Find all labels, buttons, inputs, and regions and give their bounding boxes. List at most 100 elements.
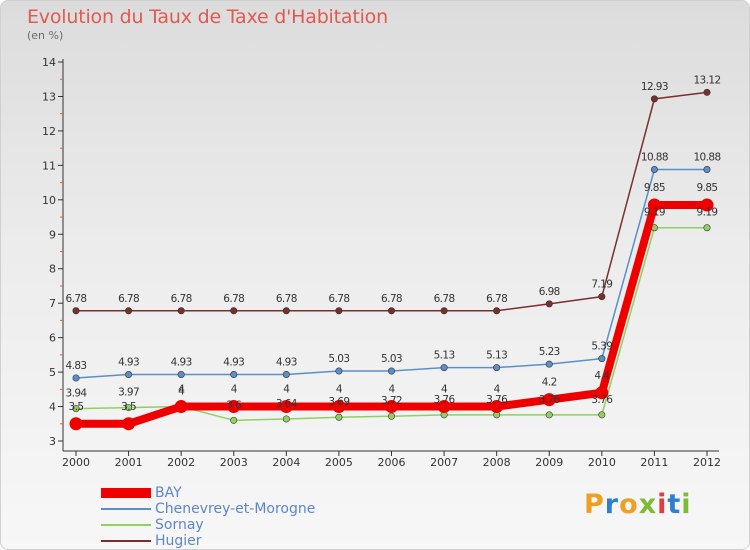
data-label: 3.97 [118,387,139,399]
x-tick-label: 2008 [483,456,511,469]
legend-swatch-bay [101,488,151,498]
data-point [177,307,185,315]
data-label: 4.83 [66,360,87,372]
logo-letter: r [604,489,620,520]
data-label: 12.93 [641,81,668,93]
data-point [387,307,395,315]
data-label: 3.6 [226,399,242,411]
logo-letter: t [667,489,682,520]
logo-letter: x [638,489,658,520]
data-label: 7.19 [591,279,612,291]
legend-label-hugier: Hugier [155,533,202,549]
data-label: 6.78 [486,293,507,305]
data-point [335,413,343,421]
data-point [493,307,501,315]
data-point [542,393,556,407]
data-point [230,307,238,315]
legend-label-bay: BAY [155,485,182,501]
proxiti-logo: Proxiti [584,489,692,520]
data-point [279,400,293,414]
data-point [703,88,711,96]
data-point [125,371,133,379]
data-point [72,374,80,382]
data-label: 6.78 [434,293,455,305]
data-label: 4.93 [171,357,192,369]
data-point [230,416,238,424]
data-label: 9.19 [644,207,665,219]
data-label: 6.78 [328,293,349,305]
data-label: 3.76 [539,394,561,406]
x-tick-label: 2012 [693,456,721,469]
data-point [440,307,448,315]
y-tick-label: 11 [42,159,56,172]
x-tick-label: 2004 [272,456,300,469]
data-label: 3.76 [486,394,508,406]
data-point [69,417,83,431]
data-label: 6.78 [223,293,244,305]
data-point [125,404,133,412]
legend-swatch-hugier [101,540,151,542]
data-label: 5.03 [381,353,402,365]
data-point [174,400,188,414]
legend-swatch-sornay [101,524,151,526]
data-label: 4 [283,384,290,396]
x-tick-label: 2003 [220,456,248,469]
data-point [335,367,343,375]
data-label: 9.85 [697,182,718,194]
data-point [385,400,398,414]
data-point [700,198,714,212]
data-point [177,371,185,379]
legend-label-sornay: Sornay [155,517,204,533]
data-label: 5.23 [539,346,560,358]
y-tick-label: 3 [49,435,56,448]
data-label: 4 [231,384,238,396]
data-point [545,300,553,308]
data-label: 6.78 [276,293,297,305]
data-point [598,293,606,301]
data-label: 3.69 [328,396,349,408]
data-label: 10.88 [693,151,720,163]
data-point [595,386,609,400]
data-point [282,415,290,423]
data-label: 6.78 [171,293,192,305]
data-point [282,371,290,379]
data-label: 4 [441,384,448,396]
data-label: 4 [178,384,185,396]
data-label: 5.13 [434,350,455,362]
x-tick-label: 2000 [62,456,90,469]
data-label: 4.93 [223,357,244,369]
logo-letter: i [681,489,692,520]
data-label: 10.88 [641,151,668,163]
data-point [335,307,343,315]
logo-letter: P [584,489,605,520]
data-label: 3.64 [276,398,298,410]
data-point [227,400,241,414]
data-point [490,400,504,414]
x-tick-label: 2010 [588,456,616,469]
data-point [493,364,501,372]
data-label: 13.12 [693,74,720,86]
x-tick-label: 2002 [167,456,195,469]
y-tick-label: 8 [49,263,56,276]
data-label: 9.85 [644,182,665,194]
data-point [650,95,658,103]
data-point [650,165,658,173]
x-tick-label: 2001 [115,456,143,469]
data-label: 4.2 [542,377,557,389]
legend-swatch-chenevrey [101,508,151,510]
x-tick-label: 2007 [430,456,458,469]
y-tick-label: 5 [49,366,56,379]
data-label: 3.76 [434,394,456,406]
data-label: 3.5 [121,401,136,413]
logo-letter: o [619,489,639,520]
y-tick-label: 4 [49,401,56,414]
chart-unit-label: (en %) [27,29,64,42]
data-label: 9.19 [697,207,718,219]
data-label: 6.78 [118,293,139,305]
logo-letter: i [657,489,668,520]
data-label: 4 [494,384,501,396]
data-label: 5.39 [591,341,612,353]
data-point [282,307,290,315]
